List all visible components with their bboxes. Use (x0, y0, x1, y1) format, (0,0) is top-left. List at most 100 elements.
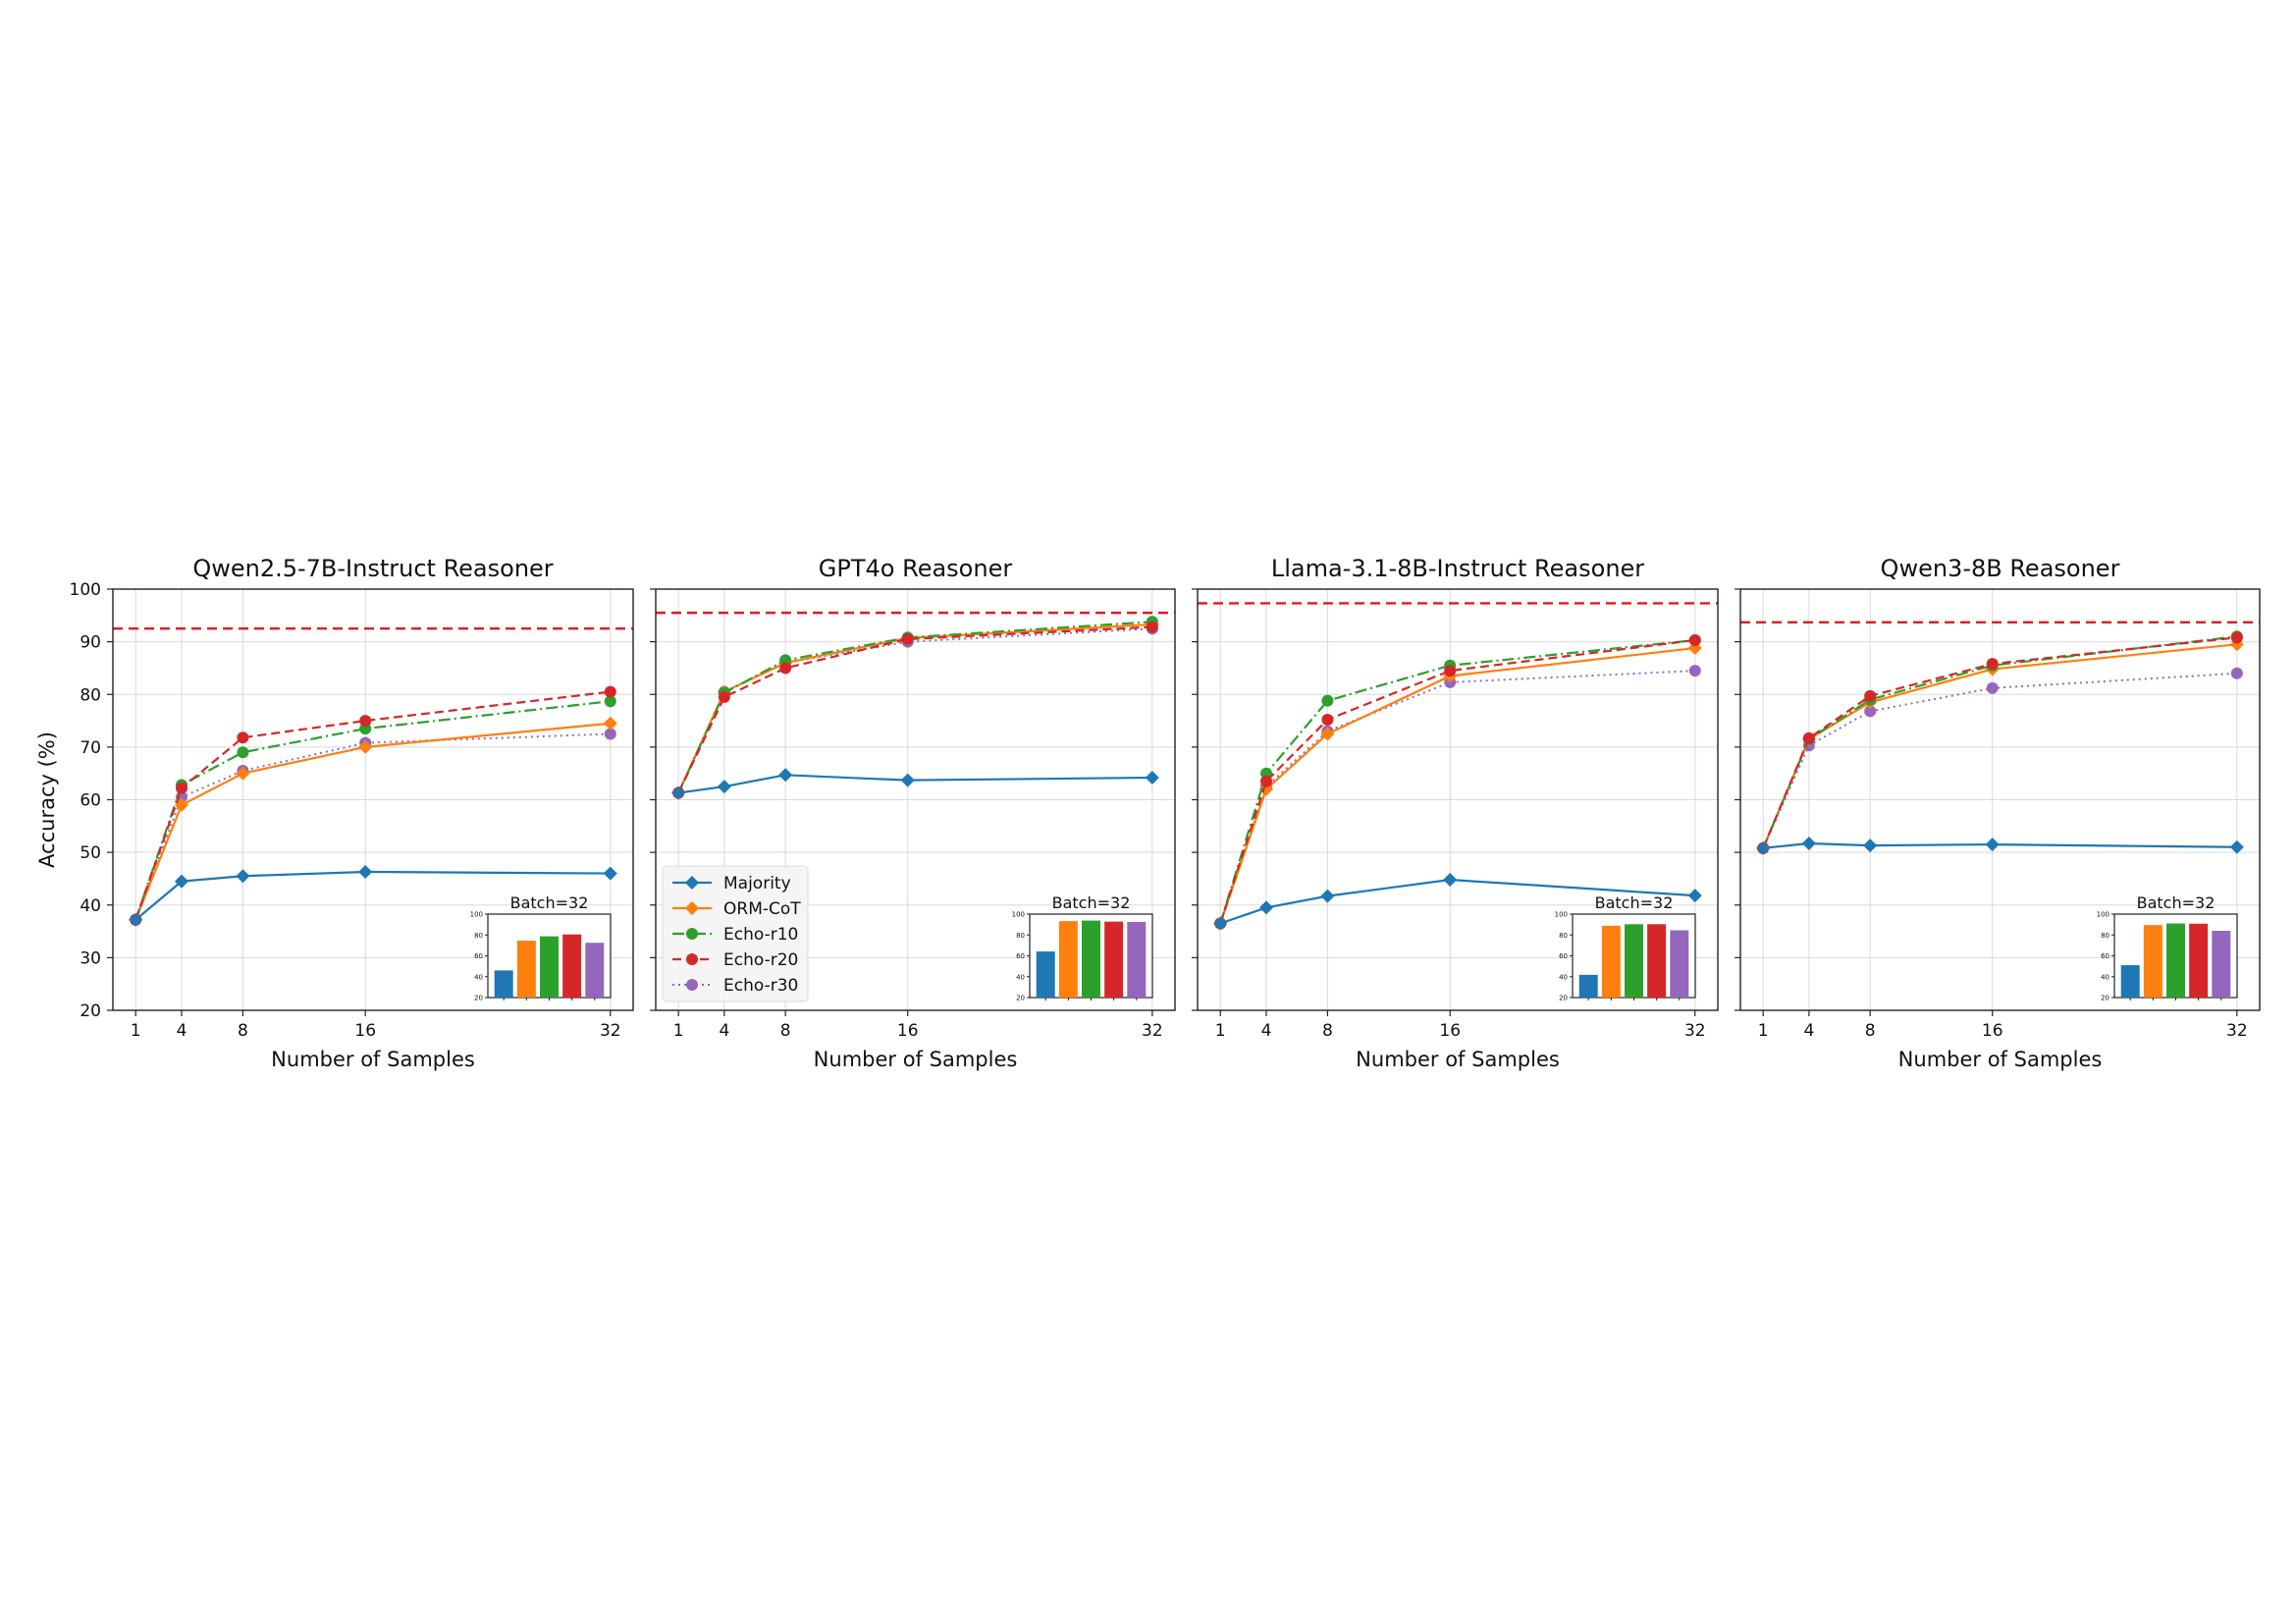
inset-y-tick-label: 60 (1559, 952, 1568, 960)
x-tick-label: 16 (897, 1021, 919, 1041)
data-point-majority (1863, 839, 1878, 853)
series-echo-r20 (1214, 634, 1701, 930)
data-point-majority (778, 768, 793, 783)
data-point-majority (900, 773, 915, 787)
data-point-majority (603, 866, 617, 881)
plot-frame (1197, 588, 1719, 1011)
data-point-echo-r20 (237, 731, 249, 744)
data-point-majority (175, 874, 189, 889)
series-line-echo-r30 (1219, 670, 1695, 924)
y-tick-label: 20 (80, 1001, 101, 1021)
data-point-echo-r20 (901, 632, 914, 645)
legend-swatch-marker (686, 953, 698, 965)
legend-item-echo-r20: Echo-r20 (672, 950, 798, 970)
x-tick-label: 32 (1142, 1021, 1163, 1041)
series-line-echo-r30 (677, 627, 1152, 793)
legend-label: Echo-r10 (723, 925, 798, 945)
legend-swatch-marker (686, 979, 698, 991)
x-axis-label: Number of Samples (1356, 1048, 1560, 1071)
series-majority (1213, 873, 1702, 931)
x-tick-label: 4 (719, 1021, 729, 1041)
inset-bar-echo-r20 (2189, 923, 2209, 998)
y-tick-label: 40 (80, 896, 101, 916)
plot-frame (1739, 588, 2261, 1011)
inset-y-tick-label: 60 (474, 952, 483, 960)
series-line-orm-cot (134, 722, 611, 921)
data-point-echo-r20 (1864, 689, 1877, 702)
inset-title: Batch=32 (1595, 893, 1674, 912)
inset-y-tick-label: 80 (1559, 932, 1568, 940)
inset-y-tick-label: 100 (1012, 911, 1025, 919)
plot-frame (112, 588, 634, 1011)
x-tick-label: 8 (238, 1021, 248, 1041)
x-axis-label: Number of Samples (814, 1048, 1018, 1071)
inset-bar-echo-r10 (1082, 920, 1100, 998)
x-tick-label: 1 (673, 1021, 684, 1041)
legend-label: ORM-CoT (723, 899, 801, 919)
data-point-majority (1801, 837, 1816, 851)
y-axis-label: Accuracy (%) (35, 731, 59, 868)
inset-y-tick-label: 20 (474, 995, 483, 1002)
legend: Majority ORM-CoT Echo-r10 Echo-r20 Echo-r30 (662, 865, 809, 1002)
data-point-echo-r20 (1321, 713, 1334, 726)
y-tick-label: 80 (80, 685, 101, 705)
x-tick-label: 8 (1322, 1021, 1333, 1041)
inset-y-tick-label: 80 (1016, 932, 1025, 940)
inset-y-tick-label: 60 (1016, 952, 1025, 960)
series-majority (129, 864, 617, 927)
data-point-majority (1687, 889, 1702, 903)
panel-qwen3-8b-reasoner: 1 4 8 16 32 Qwen3-8B Reasoner Number of Sample… (1735, 555, 2261, 1071)
series-orm-cot (1756, 637, 2244, 855)
data-point-echo-r10 (237, 746, 249, 759)
x-tick-label: 16 (354, 1021, 376, 1041)
x-tick-label: 16 (1982, 1021, 2003, 1041)
inset-title: Batch=32 (1052, 893, 1131, 912)
series-echo-r10 (672, 616, 1158, 799)
inset-bar-echo-r30 (1127, 921, 1147, 998)
inset-bar-orm-cot (1058, 921, 1078, 998)
series-echo-r10 (1214, 634, 1701, 930)
inset-y-tick-label: 20 (2101, 995, 2109, 1002)
data-point-echo-r20 (1688, 634, 1701, 647)
panel-llama-3-1-8b-instruct-reasoner: 1 4 8 16 32 Llama-3.1-8B-Instruct Reasoner Num… (1192, 555, 1719, 1071)
legend-label: Echo-r20 (723, 950, 798, 970)
data-point-echo-r30 (2230, 667, 2243, 679)
series-echo-r10 (1757, 630, 2243, 854)
x-tick-label: 1 (1758, 1021, 1769, 1041)
panel-title: GPT4o Reasoner (819, 555, 1013, 582)
y-tick-label: 50 (80, 843, 101, 863)
data-point-majority (1756, 840, 1771, 855)
panel-qwen2-5-7b-instruct-reasoner: 20 30 40 50 60 70 80 90 100 1 4 8 16 32 Qwen2.5-7B-Ins… (35, 555, 634, 1071)
data-point-orm-cot (175, 797, 189, 812)
data-point-echo-r30 (1864, 705, 1877, 718)
x-tick-label: 8 (1865, 1021, 1876, 1041)
series-majority (671, 768, 1159, 800)
panel-title: Llama-3.1-8B-Instruct Reasoner (1271, 555, 1644, 582)
series-line-majority (1763, 841, 2237, 849)
x-tick-label: 32 (600, 1021, 621, 1041)
data-point-echo-r20 (718, 690, 730, 703)
series-echo-r30 (672, 622, 1158, 799)
inset-y-tick-label: 40 (2101, 973, 2109, 981)
y-tick-label: 90 (80, 633, 101, 653)
data-point-majority (129, 912, 143, 927)
x-axis-label: Number of Samples (1898, 1048, 2103, 1071)
data-point-majority (1985, 838, 2000, 852)
series-line-orm-cot (1219, 646, 1695, 924)
series-line-majority (678, 774, 1152, 794)
inset-bar-orm-cot (1601, 925, 1621, 998)
data-point-echo-r20 (1146, 621, 1158, 633)
legend-label: Majority (723, 874, 791, 893)
data-point-orm-cot (358, 739, 373, 754)
data-point-echo-r20 (1986, 658, 1999, 671)
series-line-echo-r10 (677, 621, 1152, 793)
series-line-echo-r10 (134, 700, 611, 921)
series-orm-cot (671, 617, 1159, 800)
inset-bar-majority (1036, 951, 1055, 998)
inset-y-tick-label: 40 (1559, 973, 1568, 981)
x-axis-label: Number of Samples (271, 1048, 475, 1071)
data-point-majority (1259, 900, 1274, 915)
data-point-majority (671, 785, 686, 800)
inset-bar-majority (494, 970, 513, 998)
y-tick-label: 60 (80, 791, 101, 811)
